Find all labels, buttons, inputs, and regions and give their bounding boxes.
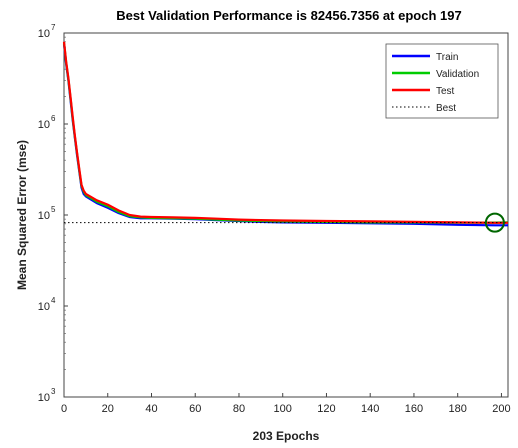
- x-tick-label: 160: [405, 403, 423, 415]
- series-lines: [62, 41, 509, 233]
- x-tick-label: 120: [317, 403, 335, 415]
- y-axis-label: Mean Squared Error (mse): [15, 140, 29, 290]
- x-tick-label: 180: [449, 403, 467, 415]
- y-tick-label: 10: [38, 28, 50, 40]
- legend: Train Validation Test Best: [385, 43, 499, 119]
- best-epoch-marker: [484, 212, 505, 233]
- y-tick-exponent: 6: [51, 114, 56, 123]
- legend-label-train: Train: [436, 52, 458, 63]
- y-tick-exponent: 3: [51, 387, 56, 396]
- x-tick-label: 140: [361, 403, 379, 415]
- x-axis: 0 20 40 60 80 100 120 140 160 180 200: [61, 393, 511, 415]
- series-test-line: [62, 41, 508, 224]
- x-tick-label: 40: [145, 403, 157, 415]
- legend-label-validation: Validation: [436, 69, 479, 80]
- y-tick-label: 10: [38, 210, 50, 222]
- legend-label-best: Best: [436, 103, 456, 114]
- legend-label-test: Test: [436, 86, 455, 97]
- x-tick-label: 0: [61, 403, 67, 415]
- x-tick-label: 200: [492, 403, 510, 415]
- y-tick-exponent: 5: [51, 205, 56, 214]
- x-tick-label: 20: [102, 403, 114, 415]
- y-tick-exponent: 7: [51, 23, 56, 32]
- x-tick-label: 60: [189, 403, 201, 415]
- y-tick-label: 10: [38, 392, 50, 404]
- y-tick-label: 10: [38, 119, 50, 131]
- x-tick-label: 100: [274, 403, 292, 415]
- x-tick-label: 80: [233, 403, 245, 415]
- y-tick-exponent: 4: [51, 296, 56, 305]
- y-tick-label: 10: [38, 301, 50, 313]
- x-axis-label: 203 Epochs: [253, 429, 320, 443]
- chart-title: Best Validation Performance is 82456.735…: [116, 8, 461, 23]
